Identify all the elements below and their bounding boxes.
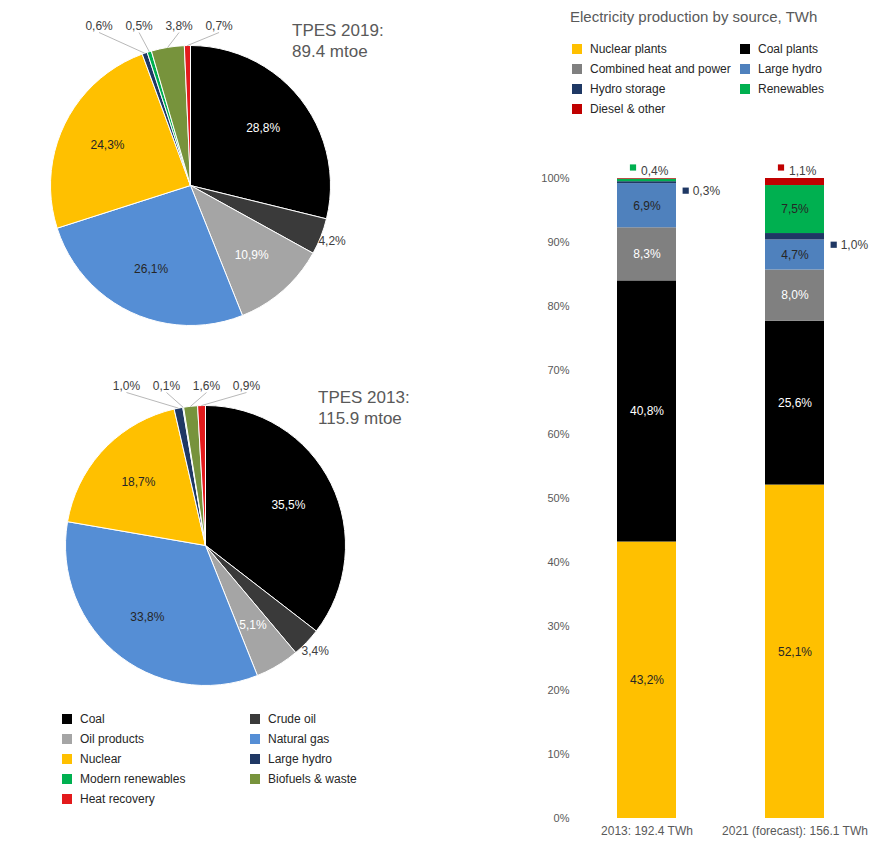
- svg-text:0,5%: 0,5%: [125, 19, 153, 33]
- html-text:Natural gas: Natural gas: [268, 732, 330, 746]
- html-text:Large hydro: Large hydro: [758, 62, 822, 76]
- svg-text:33,8%: 33,8%: [130, 610, 164, 624]
- svg-text:3,4%: 3,4%: [302, 644, 330, 658]
- svg-text:80%: 80%: [547, 300, 569, 312]
- svg-text:18,7%: 18,7%: [121, 475, 155, 489]
- html-text:Large hydro: Large hydro: [268, 752, 332, 766]
- svg-text:40%: 40%: [547, 556, 569, 568]
- svg-text:52,1%: 52,1%: [778, 645, 812, 659]
- html-text:115.9 mtoe: 115.9 mtoe: [318, 409, 402, 428]
- html-text:89.4 mtoe: 89.4 mtoe: [292, 42, 368, 61]
- svg-text:8,3%: 8,3%: [633, 247, 661, 261]
- html-text:Hydro storage: Hydro storage: [590, 82, 666, 96]
- svg-text:0,9%: 0,9%: [233, 379, 261, 393]
- html-text:Diesel & other: Diesel & other: [590, 102, 666, 116]
- svg-text:1,1%: 1,1%: [789, 164, 817, 178]
- html-text:TPES 2013:: TPES 2013:: [318, 388, 410, 407]
- svg-text:60%: 60%: [547, 428, 569, 440]
- html-text:Nuclear: Nuclear: [80, 752, 122, 766]
- svg-text:100%: 100%: [541, 172, 569, 184]
- svg-text:0,7%: 0,7%: [205, 19, 233, 33]
- html-text:Modern renewables: Modern renewables: [80, 772, 186, 786]
- svg-text:40,8%: 40,8%: [630, 404, 664, 418]
- html-text:Heat recovery: Heat recovery: [80, 792, 155, 806]
- svg-text:0,4%: 0,4%: [641, 164, 669, 178]
- html-text:Crude oil: Crude oil: [268, 712, 316, 726]
- svg-text:7,5%: 7,5%: [781, 202, 809, 216]
- svg-text:24,3%: 24,3%: [90, 138, 124, 152]
- svg-text:4,2%: 4,2%: [318, 234, 346, 248]
- html-text:Coal: Coal: [80, 712, 105, 726]
- svg-text:2021 (forecast): 156.1 TWh: 2021 (forecast): 156.1 TWh: [722, 824, 868, 838]
- svg-text:30%: 30%: [547, 620, 569, 632]
- html-text:Combined heat and power: Combined heat and power: [590, 62, 731, 76]
- html-text:Coal plants: Coal plants: [758, 42, 818, 56]
- svg-text:3,8%: 3,8%: [165, 19, 193, 33]
- svg-text:25,6%: 25,6%: [778, 396, 812, 410]
- html-text:Renewables: Renewables: [758, 82, 824, 96]
- svg-text:0,6%: 0,6%: [85, 19, 113, 33]
- html-text:TPES 2019:: TPES 2019:: [292, 21, 384, 40]
- svg-text:26,1%: 26,1%: [134, 262, 168, 276]
- svg-text:2013: 192.4 TWh: 2013: 192.4 TWh: [601, 824, 693, 838]
- svg-text:5,1%: 5,1%: [239, 618, 267, 632]
- svg-text:6,9%: 6,9%: [633, 199, 661, 213]
- svg-text:70%: 70%: [547, 364, 569, 376]
- svg-text:28,8%: 28,8%: [246, 121, 280, 135]
- svg-text:0,1%: 0,1%: [153, 379, 181, 393]
- svg-text:10%: 10%: [547, 748, 569, 760]
- svg-text:8,0%: 8,0%: [781, 288, 809, 302]
- html-text:Oil products: Oil products: [80, 732, 144, 746]
- svg-text:1,0%: 1,0%: [841, 238, 869, 252]
- svg-text:43,2%: 43,2%: [630, 673, 664, 687]
- svg-text:20%: 20%: [547, 684, 569, 696]
- html-text:Electricity production by sour: Electricity production by source, TWh: [570, 8, 818, 25]
- svg-text:4,7%: 4,7%: [781, 248, 809, 262]
- svg-text:50%: 50%: [547, 492, 569, 504]
- svg-text:1,0%: 1,0%: [113, 379, 141, 393]
- svg-text:10,9%: 10,9%: [235, 248, 269, 262]
- html-text:Nuclear plants: Nuclear plants: [590, 42, 667, 56]
- svg-text:0%: 0%: [554, 812, 570, 824]
- svg-text:1,6%: 1,6%: [193, 379, 221, 393]
- svg-text:35,5%: 35,5%: [271, 498, 305, 512]
- svg-text:90%: 90%: [547, 236, 569, 248]
- html-text:Biofuels & waste: Biofuels & waste: [268, 772, 357, 786]
- svg-text:0,3%: 0,3%: [693, 184, 721, 198]
